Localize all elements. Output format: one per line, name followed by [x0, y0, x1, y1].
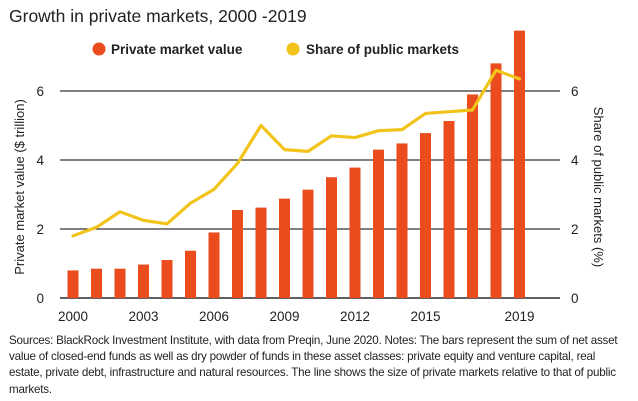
bar: [91, 268, 102, 298]
bar: [420, 133, 431, 298]
bar: [208, 232, 220, 298]
bar-series: [67, 30, 525, 299]
bar: [185, 250, 196, 298]
y-axis-label-right: Share of public markets (%): [591, 107, 606, 267]
chart: 0 0 2 2 4 4 6 6 2000 2003 2006 2009 2012 2015 2019 Pri…: [12, 30, 606, 324]
legend-marker: [286, 42, 300, 56]
x-tick-label: 2000: [58, 309, 88, 324]
x-tick-label: 2006: [199, 309, 229, 324]
bar: [302, 189, 314, 298]
source-note: Sources: BlackRock Investment Institute,…: [9, 334, 618, 396]
y-tick-label-left: 6: [36, 84, 44, 99]
bar: [514, 30, 525, 298]
y-tick-label-left: 4: [36, 153, 44, 168]
x-tick-label: 2019: [504, 309, 534, 324]
axes: 0 0 2 2 4 4 6 6 2000 2003 2006 2009 2012 2015 2019: [36, 84, 579, 324]
bar: [255, 207, 267, 298]
legend-label: Private market value: [111, 42, 243, 57]
y-tick-label-right: 2: [571, 222, 579, 237]
bar: [161, 260, 173, 298]
bar: [443, 121, 455, 298]
y-tick-label-right: 6: [571, 84, 579, 99]
x-tick-label: 2009: [269, 309, 299, 324]
line-series: [71, 68, 522, 238]
bar: [232, 210, 243, 298]
bar: [490, 63, 502, 299]
bar: [349, 167, 361, 298]
x-tick-label: 2015: [410, 309, 440, 324]
y-tick-label-right: 4: [571, 153, 579, 168]
bar: [396, 143, 408, 298]
line-share-of-public-markets: [71, 68, 522, 238]
bar: [467, 94, 478, 298]
legend-label: Share of public markets: [306, 42, 459, 57]
chart-title: Growth in private markets, 2000 -2019: [9, 6, 307, 26]
legend: Private market value Share of public mark…: [92, 42, 459, 57]
y-axis-label-left: Private market value ($ trillion): [12, 99, 27, 275]
bar: [114, 268, 126, 298]
y-tick-label-left: 2: [36, 222, 44, 237]
bar: [138, 264, 149, 298]
bar: [326, 177, 337, 298]
bar: [373, 149, 384, 298]
bar: [67, 270, 79, 298]
x-tick-label: 2012: [340, 309, 370, 324]
x-tick-label: 2003: [128, 309, 158, 324]
y-tick-label-right: 0: [571, 291, 579, 306]
legend-marker: [92, 42, 106, 56]
bar: [279, 198, 290, 298]
y-tick-label-left: 0: [36, 291, 44, 306]
